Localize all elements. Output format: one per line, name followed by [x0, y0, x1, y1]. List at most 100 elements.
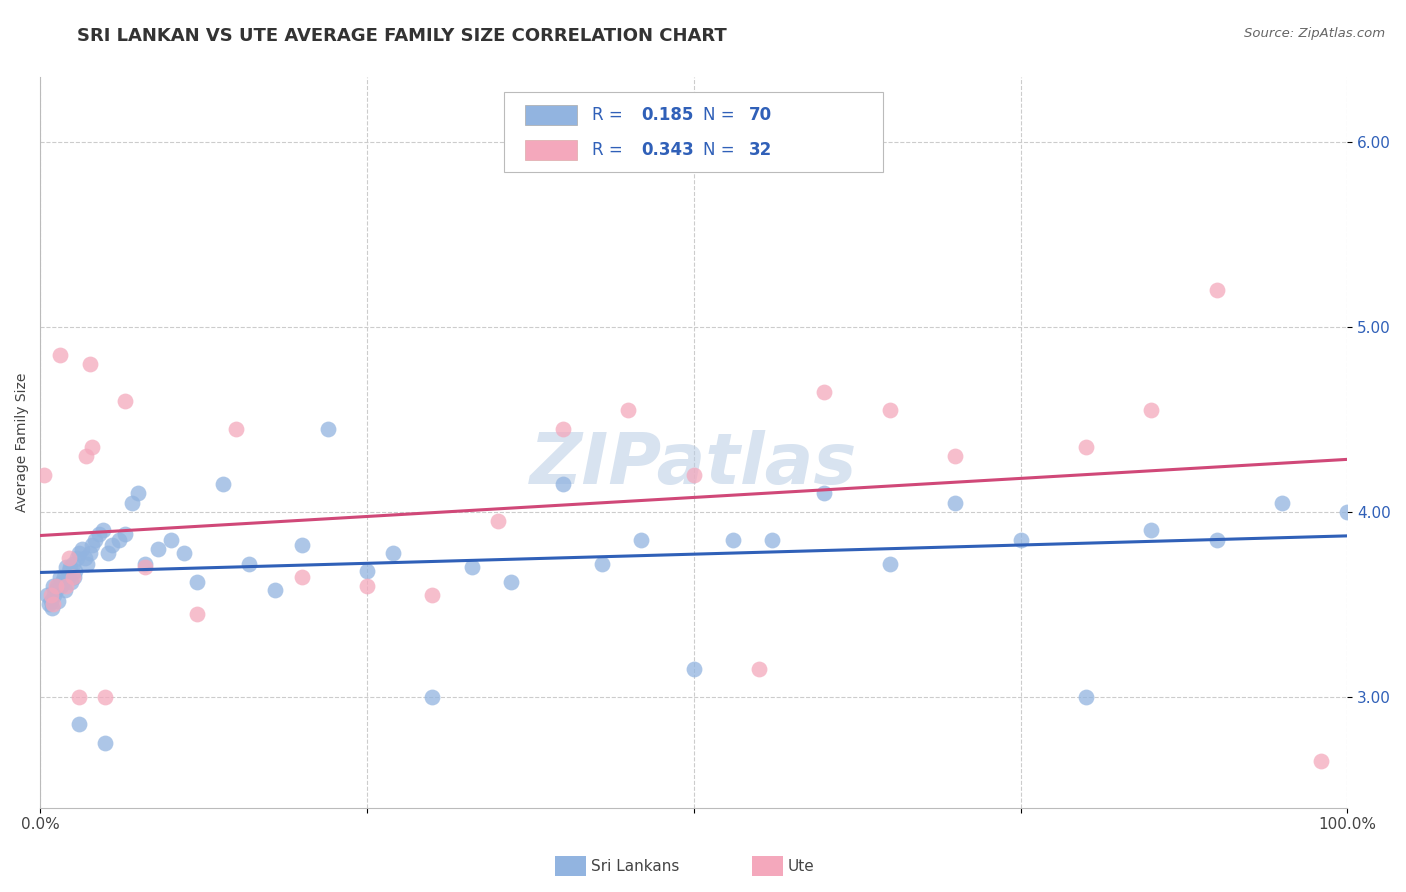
Point	[617, 403, 640, 417]
Point	[225, 422, 247, 436]
Point	[73, 551, 96, 566]
Point	[39, 588, 62, 602]
FancyBboxPatch shape	[524, 140, 578, 160]
Point	[67, 545, 90, 559]
Point	[101, 538, 124, 552]
Point	[943, 450, 966, 464]
Point	[49, 579, 72, 593]
Point	[48, 593, 70, 607]
Text: 70: 70	[748, 106, 772, 124]
Point	[94, 690, 117, 704]
Point	[630, 533, 652, 547]
Point	[91, 524, 114, 538]
Point	[114, 527, 136, 541]
Point	[264, 582, 287, 597]
Point	[460, 560, 482, 574]
Point	[46, 579, 69, 593]
Point	[48, 569, 70, 583]
Point	[1205, 533, 1227, 547]
Text: Ute: Ute	[787, 859, 814, 873]
Point	[45, 579, 67, 593]
Point	[60, 575, 83, 590]
Point	[59, 560, 82, 574]
Point	[1074, 440, 1097, 454]
Text: SRI LANKAN VS UTE AVERAGE FAMILY SIZE CORRELATION CHART: SRI LANKAN VS UTE AVERAGE FAMILY SIZE CO…	[77, 27, 727, 45]
Point	[591, 557, 613, 571]
Text: 0.185: 0.185	[641, 106, 693, 124]
Point	[44, 588, 66, 602]
Point	[420, 588, 443, 602]
Point	[45, 582, 67, 597]
Point	[114, 394, 136, 409]
Point	[879, 403, 901, 417]
FancyBboxPatch shape	[524, 105, 578, 125]
Point	[160, 533, 183, 547]
Point	[682, 662, 704, 676]
Point	[84, 533, 107, 547]
Point	[813, 384, 835, 399]
Point	[79, 545, 101, 559]
Point	[290, 569, 312, 583]
Point	[79, 357, 101, 371]
Point	[134, 560, 156, 574]
Point	[62, 569, 84, 583]
Text: ZIPatlas: ZIPatlas	[530, 430, 858, 499]
Text: R =: R =	[592, 106, 628, 124]
Point	[1074, 690, 1097, 704]
Point	[813, 486, 835, 500]
Point	[39, 593, 62, 607]
Point	[356, 579, 378, 593]
Text: N =: N =	[703, 106, 740, 124]
Point	[42, 579, 65, 593]
Point	[58, 564, 80, 578]
Point	[127, 486, 149, 500]
Point	[82, 538, 104, 552]
Text: 0.343: 0.343	[641, 142, 695, 160]
Point	[38, 597, 60, 611]
Point	[52, 569, 75, 583]
Point	[82, 440, 104, 454]
Point	[1271, 495, 1294, 509]
Point	[186, 575, 208, 590]
Point	[1010, 533, 1032, 547]
Point	[173, 545, 195, 559]
FancyBboxPatch shape	[505, 92, 883, 172]
Point	[212, 477, 235, 491]
Point	[1140, 524, 1163, 538]
Point	[486, 514, 509, 528]
Point	[1205, 283, 1227, 297]
Point	[682, 467, 704, 482]
Point	[75, 450, 97, 464]
Point	[1310, 755, 1333, 769]
Point	[42, 597, 65, 611]
Point	[66, 551, 89, 566]
Point	[551, 477, 574, 491]
Point	[70, 541, 93, 556]
Point	[146, 541, 169, 556]
Point	[51, 575, 73, 590]
Point	[134, 557, 156, 571]
Point	[63, 569, 86, 583]
Point	[238, 557, 260, 571]
Point	[87, 527, 110, 541]
Point	[316, 422, 339, 436]
Point	[94, 736, 117, 750]
Point	[382, 545, 405, 559]
Point	[48, 348, 70, 362]
Point	[356, 564, 378, 578]
Point	[32, 467, 55, 482]
Point	[551, 422, 574, 436]
Point	[943, 495, 966, 509]
Point	[761, 533, 783, 547]
Point	[41, 601, 63, 615]
Point	[62, 557, 84, 571]
Y-axis label: Average Family Size: Average Family Size	[15, 373, 30, 512]
Point	[55, 560, 77, 574]
Text: Sri Lankans: Sri Lankans	[591, 859, 679, 873]
Point	[748, 662, 770, 676]
Point	[1336, 505, 1358, 519]
Point	[67, 690, 90, 704]
Text: 32: 32	[748, 142, 772, 160]
Point	[97, 545, 120, 559]
Point	[58, 551, 80, 566]
